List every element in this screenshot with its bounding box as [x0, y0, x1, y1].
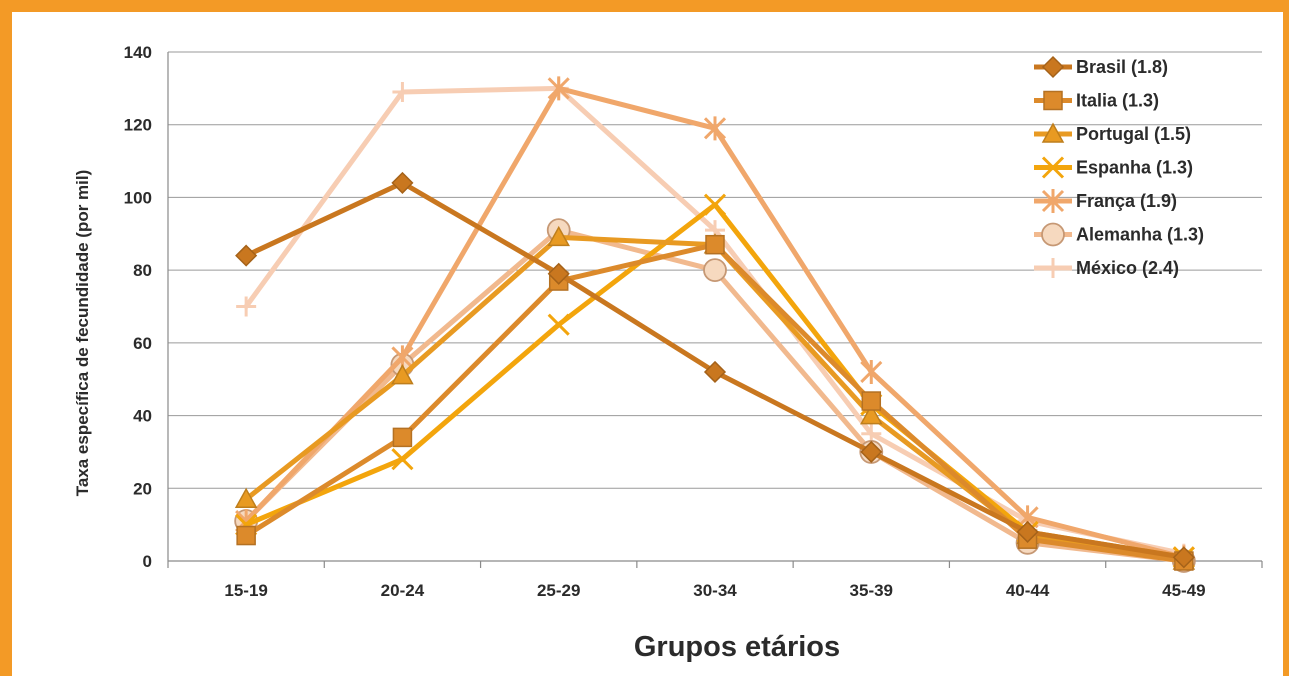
- data-point-square: [392, 427, 413, 448]
- data-point-diamond: [1016, 520, 1039, 543]
- legend: Brasil (1.8) Italia (1.3) Portugal (1.5) Es…: [1034, 55, 1204, 278]
- legend-label: Brasil (1.8): [1076, 57, 1168, 77]
- chart-panel: [12, 12, 1283, 676]
- data-point-triangle: [391, 364, 414, 385]
- data-point-square: [861, 391, 882, 411]
- series-1: [236, 234, 1194, 571]
- data-point-star: [860, 359, 883, 384]
- data-point-square: [1043, 90, 1063, 111]
- data-point-diamond: [703, 360, 727, 384]
- series-line: [243, 234, 1187, 564]
- legend-label: Portugal (1.5): [1076, 124, 1191, 144]
- y-axis-label: Taxa específica de fecundidade (por mil): [73, 170, 92, 497]
- data-point-triangle: [1041, 122, 1065, 143]
- y-tick-label: 140: [124, 43, 152, 62]
- legend-label: México (2.4): [1076, 258, 1179, 278]
- data-point-plus: [1043, 258, 1063, 278]
- legend-label: França (1.9): [1076, 191, 1177, 211]
- legend-item: Espanha (1.3): [1034, 156, 1193, 179]
- x-tick-label: 25-29: [537, 581, 580, 600]
- y-tick-label: 80: [133, 261, 152, 280]
- legend-label: Espanha (1.3): [1076, 158, 1193, 178]
- series-4: [235, 76, 1195, 570]
- x-tick-label: 45-49: [1162, 581, 1205, 600]
- series-0: [235, 171, 1195, 569]
- data-point-plus: [392, 81, 413, 102]
- x-tick-label: 30-34: [693, 581, 737, 600]
- data-point-plus: [236, 296, 257, 317]
- x-tick-label: 15-19: [224, 581, 267, 600]
- data-point-square: [236, 525, 256, 546]
- axes: [167, 52, 1263, 568]
- legend-label: Italia (1.3): [1076, 91, 1159, 111]
- legend-item: Brasil (1.8): [1034, 55, 1168, 79]
- y-tick-label: 100: [124, 188, 152, 207]
- data-point-star: [1041, 189, 1065, 213]
- legend-item: Alemanha (1.3): [1034, 222, 1204, 247]
- legend-item: Italia (1.3): [1034, 91, 1159, 111]
- data-point-x: [703, 193, 727, 216]
- series-6: [236, 78, 1194, 564]
- x-tick-label: 20-24: [381, 581, 425, 600]
- data-point-diamond: [391, 171, 414, 194]
- y-tick-label: 0: [143, 552, 152, 571]
- data-point-x: [1041, 156, 1065, 179]
- data-point-circle: [1041, 222, 1065, 247]
- data-point-star: [547, 76, 570, 101]
- legend-item: México (2.4): [1034, 258, 1179, 278]
- x-tick-label: 35-39: [850, 581, 893, 600]
- data-point-diamond: [1041, 55, 1065, 79]
- y-tick-label: 60: [133, 334, 152, 353]
- data-point-diamond: [1172, 546, 1195, 569]
- data-point-x: [391, 448, 414, 471]
- data-point-diamond: [235, 244, 258, 267]
- x-axis-label: Grupos etários: [634, 631, 840, 663]
- y-tick-label: 40: [133, 407, 152, 426]
- data-point-triangle: [547, 225, 570, 247]
- data-point-diamond: [860, 440, 883, 463]
- data-point-star: [703, 116, 727, 141]
- series-group: [234, 76, 1196, 573]
- legend-item: França (1.9): [1034, 189, 1177, 213]
- x-tick-label: 40-44: [1006, 581, 1050, 600]
- data-point-square: [705, 234, 725, 255]
- legend-label: Alemanha (1.3): [1076, 225, 1204, 245]
- data-point-triangle: [860, 404, 883, 425]
- y-tick-label: 20: [133, 479, 152, 498]
- data-point-triangle: [234, 487, 258, 508]
- y-tick-label: 120: [124, 116, 152, 135]
- tick-labels: 0 20 40 60 80 100 120 140 15-19 20-24 25-29 30-34 35…: [124, 43, 1206, 600]
- series-line: [243, 242, 1187, 564]
- data-point-x: [547, 313, 570, 336]
- gridlines: [168, 51, 1262, 489]
- data-point-circle: [703, 258, 727, 283]
- data-point-diamond: [547, 262, 570, 285]
- legend-item: Portugal (1.5): [1034, 122, 1191, 144]
